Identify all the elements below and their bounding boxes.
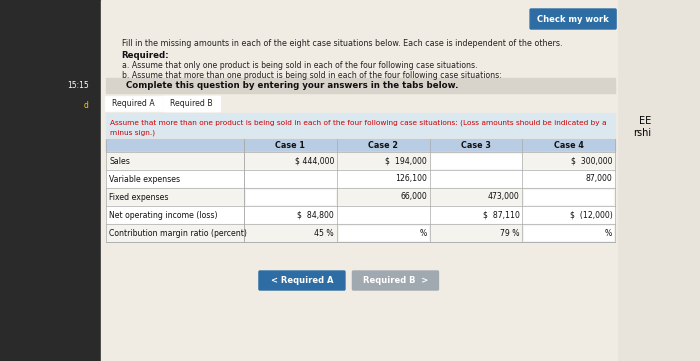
Bar <box>106 206 615 224</box>
Bar <box>106 139 615 152</box>
Text: d: d <box>84 101 89 110</box>
Bar <box>431 154 521 168</box>
Text: $  194,000: $ 194,000 <box>385 157 427 165</box>
Bar <box>339 208 428 222</box>
Text: 66,000: 66,000 <box>400 192 427 201</box>
Text: a. Assume that only one product is being sold in each of the four following case: a. Assume that only one product is being… <box>122 61 477 70</box>
Text: Case 3: Case 3 <box>461 141 491 150</box>
Text: 87,000: 87,000 <box>586 174 612 183</box>
Text: Assume that more than one product is being sold in each of the four following ca: Assume that more than one product is bei… <box>111 120 607 126</box>
Text: Variable expenses: Variable expenses <box>109 174 181 183</box>
Text: Case 2: Case 2 <box>368 141 398 150</box>
Text: 45 %: 45 % <box>314 229 334 238</box>
Text: 473,000: 473,000 <box>488 192 519 201</box>
Bar <box>101 0 617 361</box>
Text: 15:15: 15:15 <box>67 82 89 91</box>
Bar <box>106 78 615 93</box>
Bar <box>524 190 613 204</box>
FancyBboxPatch shape <box>530 9 616 29</box>
Bar <box>106 224 615 242</box>
Bar <box>106 188 615 206</box>
Text: $ 444,000: $ 444,000 <box>295 157 334 165</box>
Text: Complete this question by entering your answers in the tabs below.: Complete this question by entering your … <box>126 81 458 90</box>
Bar <box>431 172 521 186</box>
Text: %: % <box>419 229 427 238</box>
Text: Contribution margin ratio (percent): Contribution margin ratio (percent) <box>109 229 247 238</box>
Text: Check my work: Check my work <box>537 14 609 23</box>
Bar <box>0 0 101 361</box>
Text: rshi: rshi <box>634 128 652 138</box>
Text: Fill in the missing amounts in each of the eight case situations below. Each cas: Fill in the missing amounts in each of t… <box>122 39 562 48</box>
Text: Required:: Required: <box>122 52 169 61</box>
Text: %: % <box>605 229 612 238</box>
Text: $  300,000: $ 300,000 <box>571 157 612 165</box>
Text: Required B: Required B <box>170 100 213 109</box>
Text: Required A: Required A <box>113 100 155 109</box>
Text: $  84,800: $ 84,800 <box>298 210 334 219</box>
Bar <box>339 226 428 240</box>
Text: Required B  >: Required B > <box>363 276 428 285</box>
FancyBboxPatch shape <box>353 271 438 290</box>
Bar <box>106 113 615 137</box>
Text: Case 4: Case 4 <box>554 141 584 150</box>
FancyBboxPatch shape <box>163 96 220 112</box>
Text: 126,100: 126,100 <box>395 174 427 183</box>
Bar <box>524 226 613 240</box>
Text: Sales: Sales <box>109 157 130 165</box>
Bar <box>246 172 335 186</box>
Text: $  (12,000): $ (12,000) <box>570 210 612 219</box>
Text: Case 1: Case 1 <box>276 141 305 150</box>
Text: minus sign.): minus sign.) <box>111 130 155 136</box>
Text: b. Assume that more than one product is being sold in each of the four following: b. Assume that more than one product is … <box>122 71 501 81</box>
Text: Fixed expenses: Fixed expenses <box>109 192 169 201</box>
FancyBboxPatch shape <box>259 271 345 290</box>
Text: $  87,110: $ 87,110 <box>483 210 519 219</box>
FancyBboxPatch shape <box>105 96 162 112</box>
Text: Net operating income (loss): Net operating income (loss) <box>109 210 218 219</box>
Text: EE: EE <box>639 116 652 126</box>
Bar <box>106 170 615 188</box>
Text: < Required A: < Required A <box>271 276 333 285</box>
Bar <box>246 190 335 204</box>
Bar <box>106 152 615 170</box>
Text: 79 %: 79 % <box>500 229 519 238</box>
